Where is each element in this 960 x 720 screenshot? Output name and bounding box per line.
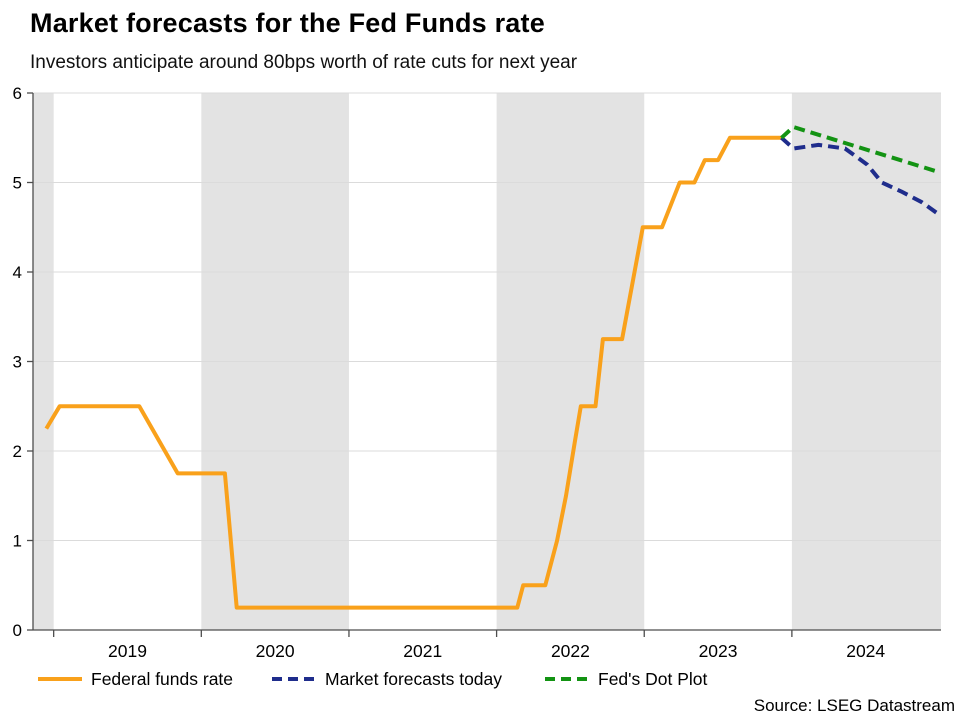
y-tick-label: 3 [13,353,22,372]
x-tick-label: 2020 [256,641,295,661]
fed-funds-line-chart: 0 1 2 3 4 5 6 2019 2020 2021 2022 2023 2024 [13,84,941,661]
series-federal-funds-rate [44,135,782,610]
x-tick-label: 2023 [699,641,738,661]
y-tick-label: 6 [13,84,22,103]
chart-legend: Federal funds rate Market forecasts toda… [0,668,960,690]
y-tick-label: 1 [13,532,22,551]
y-tick-label: 5 [13,174,22,193]
legend-swatch-dashed-line-icon [272,677,316,681]
x-tick-label: 2024 [846,641,885,661]
legend-swatch-dashed-line-icon [545,677,589,681]
legend-item-market-forecasts-today: Market forecasts today [272,668,502,690]
x-tick-label: 2019 [108,641,147,661]
legend-swatch-solid-line-icon [38,677,82,681]
legend-item-feds-dot-plot: Fed's Dot Plot [545,668,707,690]
chart-subtitle: Investors anticipate around 80bps worth … [30,52,578,73]
y-tick-label: 0 [13,621,22,640]
legend-item-federal-funds-rate: Federal funds rate [38,668,233,690]
y-tick-label: 4 [13,263,22,282]
x-tick-label: 2022 [551,641,590,661]
x-tick-label: 2021 [403,641,442,661]
series-fed-s-dot-plot [780,125,939,174]
legend-label: Federal funds rate [91,668,234,689]
chart-title: Market forecasts for the Fed Funds rate [30,8,545,38]
legend-label: Fed's Dot Plot [598,668,708,689]
series-market-forecasts-today [780,136,940,216]
source-caption: Source: LSEG Datastream [753,696,955,715]
legend-label: Market forecasts today [325,668,503,689]
y-tick-label: 2 [13,442,22,461]
